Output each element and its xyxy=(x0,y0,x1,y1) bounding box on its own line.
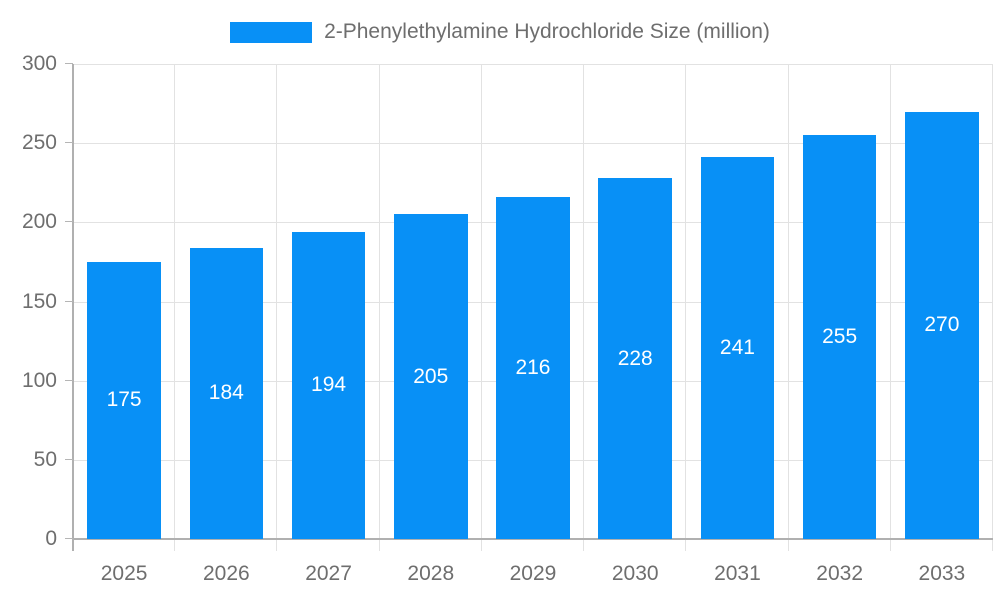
y-axis-tick-label: 150 xyxy=(21,289,57,313)
bar-2026: 184 xyxy=(189,247,264,539)
bar-2025: 175 xyxy=(87,261,161,539)
y-axis-tick-label: 250 xyxy=(21,131,57,155)
bar-value-label: 175 xyxy=(106,388,142,412)
gridline-vertical xyxy=(889,64,891,551)
legend-item[interactable]: 2-Phenylethylamine Hydrochloride Size (m… xyxy=(0,20,1000,44)
legend-swatch xyxy=(230,21,313,43)
y-axis-tick-mark xyxy=(65,300,73,302)
gridline-vertical xyxy=(685,64,687,551)
y-axis-tick-mark xyxy=(65,221,73,223)
bar-2029: 216 xyxy=(496,197,570,539)
plot-area: 175 184 194 205 216 228 241 255 270 xyxy=(72,64,993,551)
bar-2030: 228 xyxy=(598,178,673,539)
x-axis-tick-label: 2027 xyxy=(305,562,352,585)
x-axis-tick-label: 2026 xyxy=(202,562,250,585)
bar-value-label: 184 xyxy=(208,381,244,405)
bar-value-label: 241 xyxy=(719,336,755,360)
y-axis-tick-label: 100 xyxy=(21,368,57,392)
gridline-vertical xyxy=(480,64,482,551)
x-axis-tick-label: 2032 xyxy=(816,562,864,585)
gridline-vertical xyxy=(787,64,789,551)
y-axis-tick-mark xyxy=(65,63,73,64)
x-axis-tick-label: 2029 xyxy=(509,562,557,585)
y-axis-tick-label: 50 xyxy=(33,447,57,471)
bar-2031: 241 xyxy=(700,157,775,539)
bar-value-label: 194 xyxy=(311,373,347,397)
gridline-vertical xyxy=(276,64,278,551)
bar-2033: 270 xyxy=(905,111,979,539)
gridline-vertical xyxy=(992,64,993,551)
bar-2032: 255 xyxy=(802,135,877,539)
y-axis-tick-mark xyxy=(65,142,73,144)
bar-value-label: 255 xyxy=(822,325,858,349)
x-axis-line xyxy=(73,538,993,540)
x-axis-tick-label: 2028 xyxy=(407,562,455,585)
bar-2028: 205 xyxy=(393,214,468,539)
bar-value-label: 270 xyxy=(924,313,960,337)
legend-label: 2-Phenylethylamine Hydrochloride Size (m… xyxy=(324,20,770,43)
x-axis-tick-label: 2030 xyxy=(611,562,659,585)
y-axis-tick-mark xyxy=(65,458,73,460)
y-axis-tick-mark xyxy=(65,538,73,539)
gridline-vertical xyxy=(583,64,585,551)
bar-value-label: 216 xyxy=(515,356,551,379)
x-axis-tick-label: 2031 xyxy=(714,562,761,585)
y-axis-tick-label: 0 xyxy=(45,527,57,550)
gridline-horizontal xyxy=(73,143,993,145)
y-axis-tick-label: 200 xyxy=(21,210,57,234)
y-axis-tick-mark xyxy=(65,379,73,381)
bar-value-label: 205 xyxy=(413,364,449,388)
gridline-vertical xyxy=(174,64,176,551)
y-axis-tick-label: 300 xyxy=(21,52,57,75)
bar-value-label: 228 xyxy=(617,346,653,370)
x-axis-tick-label: 2033 xyxy=(918,562,966,585)
x-axis-tick-label: 2025 xyxy=(100,562,148,585)
gridline-vertical xyxy=(378,64,380,551)
gridline-horizontal xyxy=(73,64,993,65)
y-axis-line xyxy=(72,64,74,551)
bar-2027: 194 xyxy=(291,231,366,539)
